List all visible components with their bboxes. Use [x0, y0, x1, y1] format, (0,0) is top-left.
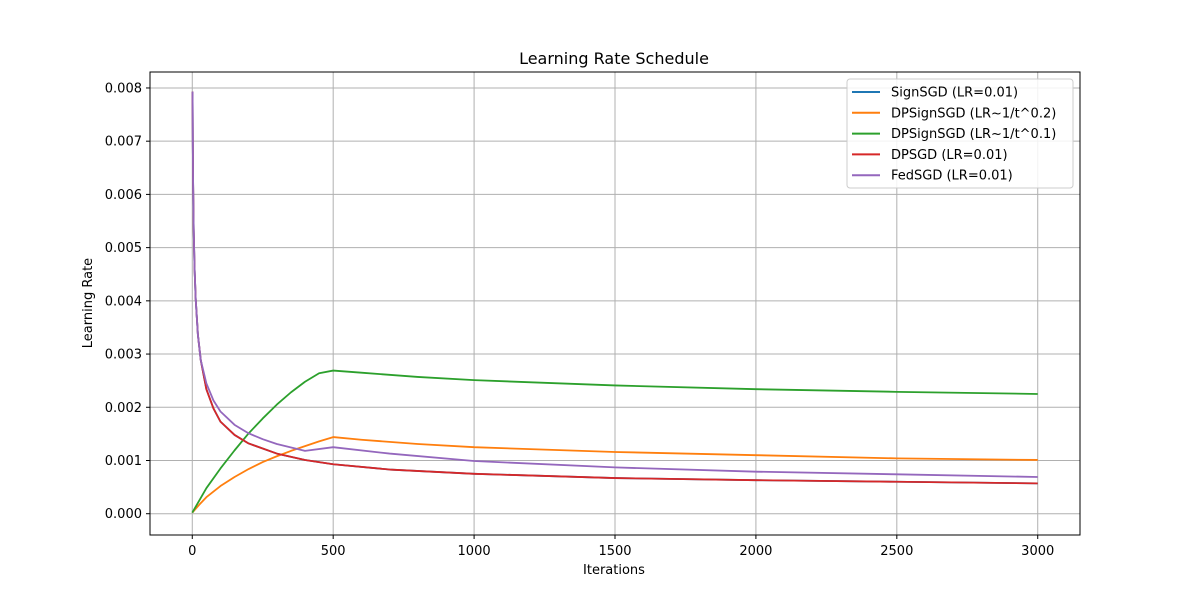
y-tick-label: 0.001	[105, 454, 142, 469]
legend-label-2: DPSignSGD (LR~1/t^0.2)	[891, 106, 1056, 121]
series-line-2	[191, 436, 1038, 514]
series-lines	[191, 91, 1038, 514]
y-axis-label: Learning Rate	[81, 258, 96, 348]
series-line-3	[191, 369, 1038, 514]
legend-box	[846, 78, 1074, 189]
legend-label-4: DPSGD (LR=0.01)	[891, 148, 1008, 163]
x-tick-label: 2500	[880, 544, 913, 559]
x-tick-label: 1500	[598, 544, 631, 559]
y-tick-label: 0.000	[105, 507, 142, 522]
y-tick-label: 0.005	[105, 241, 142, 256]
x-axis-label: Iterations	[583, 563, 645, 578]
y-tick-label: 0.008	[105, 81, 142, 96]
legend: SignSGD (LR=0.01) DPSignSGD (LR~1/t^0.2) D…	[846, 78, 1074, 189]
x-tick-label: 2000	[739, 544, 772, 559]
legend-label-5: FedSGD (LR=0.01)	[891, 169, 1013, 184]
x-tick-label: 3000	[1021, 544, 1054, 559]
x-axis-ticks: 0 500 1000 1500 2000 2500 3000	[188, 535, 1054, 559]
chart-title: Learning Rate Schedule	[519, 49, 709, 68]
y-tick-label: 0.006	[105, 188, 142, 203]
y-axis-ticks: 0.000 0.001 0.002 0.003 0.004 0.005 0.006 0.007…	[105, 81, 150, 522]
legend-label-1: SignSGD (LR=0.01)	[891, 86, 1018, 101]
x-tick-label: 0	[188, 544, 196, 559]
x-tick-label: 500	[321, 544, 346, 559]
y-tick-label: 0.007	[105, 135, 142, 150]
legend-label-3: DPSignSGD (LR~1/t^0.1)	[891, 127, 1056, 142]
y-tick-label: 0.004	[105, 294, 142, 309]
y-tick-label: 0.002	[105, 401, 142, 416]
y-tick-label: 0.003	[105, 348, 142, 363]
series-line-5	[191, 91, 1038, 478]
x-tick-label: 1000	[458, 544, 491, 559]
